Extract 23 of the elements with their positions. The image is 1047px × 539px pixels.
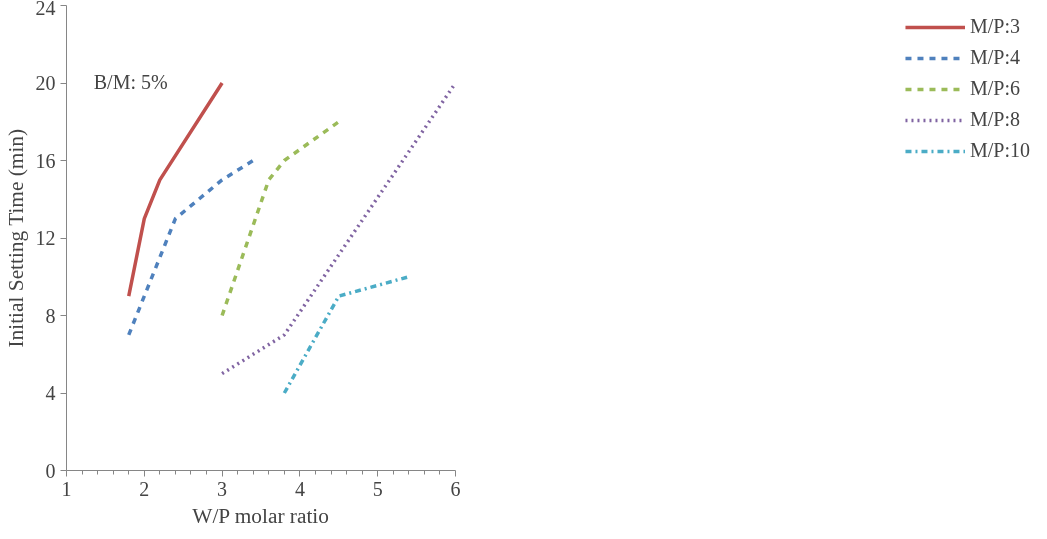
line-series (126, 158, 255, 337)
legend-label: M/P:10 (969, 139, 1030, 162)
legend-label: M/P:4 (969, 46, 1020, 69)
x-tick-label: 2 (139, 477, 150, 500)
y-tick-label: 16 (35, 149, 56, 172)
x-tick-label: 4 (294, 477, 305, 500)
annotation: B/M: 5% (93, 70, 168, 93)
y-tick-label: 20 (35, 72, 56, 94)
x-tick-label: 6 (450, 477, 461, 500)
y-axis-title: Initial Setting Time (min) (3, 128, 28, 348)
x-axis-title: W/P molar ratio (192, 503, 329, 528)
line-series (220, 120, 341, 318)
y-tick-label: 8 (45, 304, 56, 327)
y-tick-label: 0 (45, 459, 56, 482)
x-tick-label: 1 (61, 477, 72, 500)
y-tick-label: 24 (35, 0, 56, 19)
x-tick-label: 5 (372, 477, 383, 500)
legend-label: M/P:8 (969, 108, 1020, 131)
y-tick-label: 4 (45, 382, 56, 404)
x-tick-label: 3 (217, 477, 228, 500)
legend-label: M/P:3 (969, 15, 1020, 38)
y-tick-label: 12 (35, 227, 56, 249)
legend-label: M/P:6 (969, 77, 1020, 100)
